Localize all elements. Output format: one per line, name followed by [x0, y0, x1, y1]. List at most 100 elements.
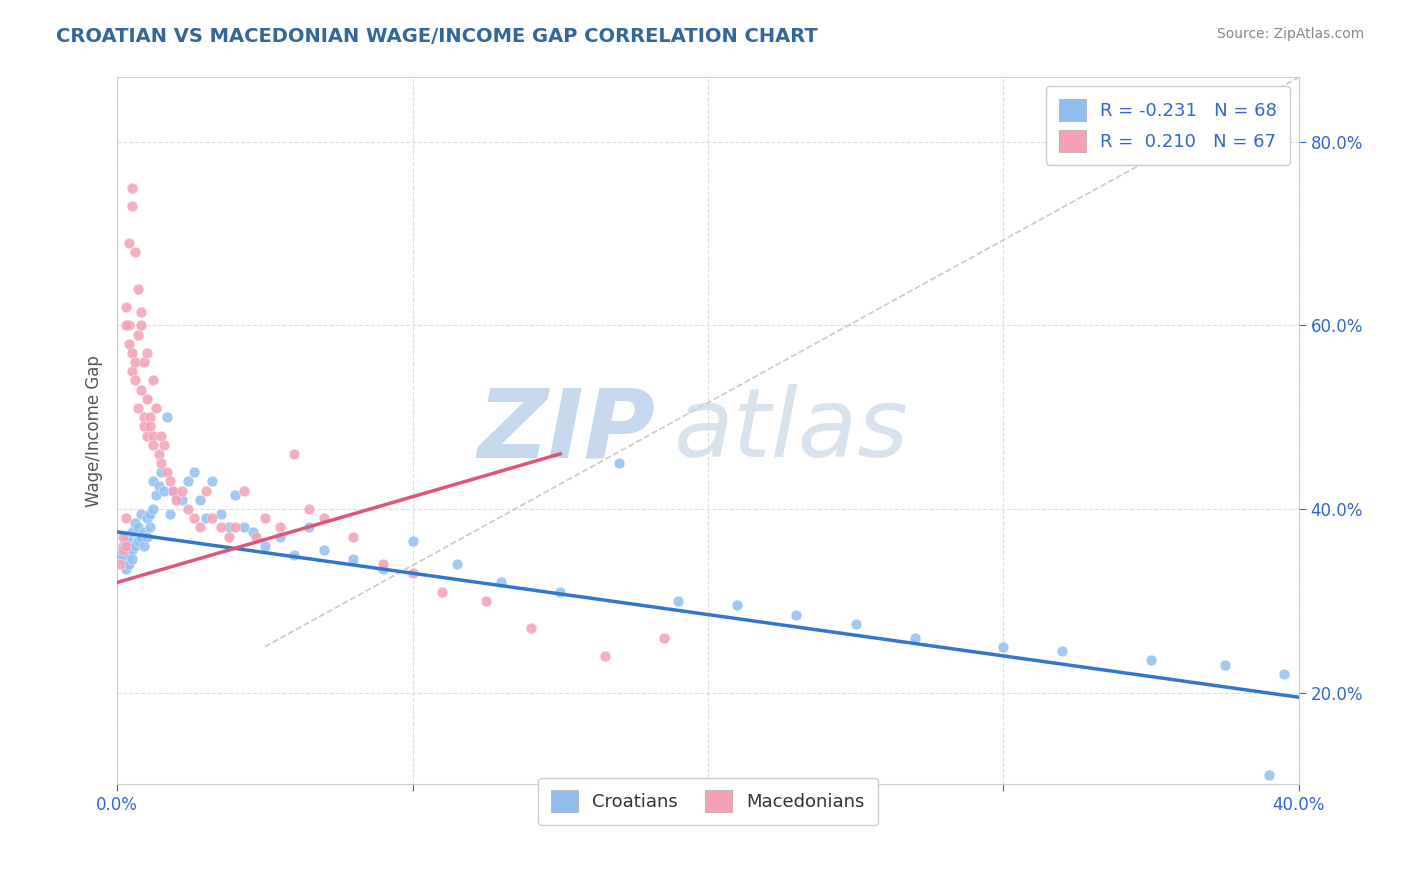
Point — [132, 410, 155, 425]
Point — [138, 507, 160, 521]
Point — [224, 520, 246, 534]
Point — [201, 511, 224, 525]
Point — [150, 428, 173, 442]
Point — [177, 502, 200, 516]
Point — [159, 475, 181, 489]
Point — [153, 438, 176, 452]
Point — [153, 483, 176, 498]
Point — [298, 502, 321, 516]
Point — [342, 529, 364, 543]
Point — [118, 534, 141, 549]
Point — [115, 511, 138, 525]
Point — [142, 475, 165, 489]
Point — [904, 631, 927, 645]
Y-axis label: Wage/Income Gap: Wage/Income Gap — [86, 355, 103, 507]
Point — [132, 419, 155, 434]
Point — [242, 524, 264, 539]
Point — [593, 648, 616, 663]
Point — [188, 520, 211, 534]
Point — [121, 543, 143, 558]
Point — [1213, 658, 1236, 673]
Point — [218, 520, 240, 534]
Point — [269, 529, 291, 543]
Point — [115, 543, 138, 558]
Point — [312, 511, 335, 525]
Point — [115, 318, 138, 333]
Point — [475, 594, 498, 608]
Point — [124, 244, 146, 259]
Point — [112, 552, 135, 566]
Point — [1258, 768, 1281, 782]
Point — [129, 318, 152, 333]
Point — [253, 511, 276, 525]
Point — [209, 520, 232, 534]
Point — [224, 488, 246, 502]
Point — [233, 520, 256, 534]
Point — [165, 488, 187, 502]
Point — [118, 235, 141, 250]
Point — [135, 392, 157, 406]
Point — [177, 475, 200, 489]
Point — [121, 346, 143, 360]
Point — [118, 336, 141, 351]
Point — [108, 557, 131, 571]
Point — [666, 594, 689, 608]
Point — [124, 539, 146, 553]
Point — [112, 529, 135, 543]
Point — [129, 383, 152, 397]
Point — [150, 456, 173, 470]
Point — [283, 447, 305, 461]
Point — [519, 621, 541, 635]
Point — [253, 539, 276, 553]
Point — [159, 507, 181, 521]
Point — [283, 548, 305, 562]
Point — [138, 419, 160, 434]
Point — [121, 552, 143, 566]
Point — [785, 607, 807, 622]
Point — [129, 507, 152, 521]
Point — [124, 373, 146, 387]
Point — [145, 488, 167, 502]
Point — [145, 401, 167, 415]
Point — [118, 557, 141, 571]
Point — [127, 282, 149, 296]
Point — [148, 447, 170, 461]
Point — [127, 534, 149, 549]
Point — [401, 534, 423, 549]
Point — [124, 516, 146, 530]
Point — [115, 562, 138, 576]
Point — [121, 364, 143, 378]
Point — [132, 524, 155, 539]
Point — [112, 543, 135, 558]
Point — [245, 529, 267, 543]
Point — [135, 346, 157, 360]
Point — [115, 529, 138, 543]
Text: CROATIAN VS MACEDONIAN WAGE/INCOME GAP CORRELATION CHART: CROATIAN VS MACEDONIAN WAGE/INCOME GAP C… — [56, 27, 818, 45]
Point — [342, 552, 364, 566]
Point — [148, 479, 170, 493]
Point — [156, 465, 179, 479]
Point — [430, 584, 453, 599]
Point — [489, 575, 512, 590]
Point — [138, 520, 160, 534]
Point — [165, 492, 187, 507]
Point — [1272, 667, 1295, 681]
Point — [401, 566, 423, 581]
Point — [1140, 653, 1163, 667]
Point — [112, 539, 135, 553]
Point — [194, 511, 217, 525]
Point — [269, 520, 291, 534]
Point — [108, 548, 131, 562]
Point — [127, 327, 149, 342]
Point — [162, 483, 184, 498]
Point — [188, 492, 211, 507]
Point — [135, 428, 157, 442]
Legend: Croatians, Macedonians: Croatians, Macedonians — [538, 778, 877, 825]
Point — [121, 524, 143, 539]
Point — [115, 300, 138, 314]
Point — [194, 483, 217, 498]
Point — [142, 428, 165, 442]
Point — [121, 180, 143, 194]
Point — [183, 511, 205, 525]
Text: ZIP: ZIP — [477, 384, 655, 477]
